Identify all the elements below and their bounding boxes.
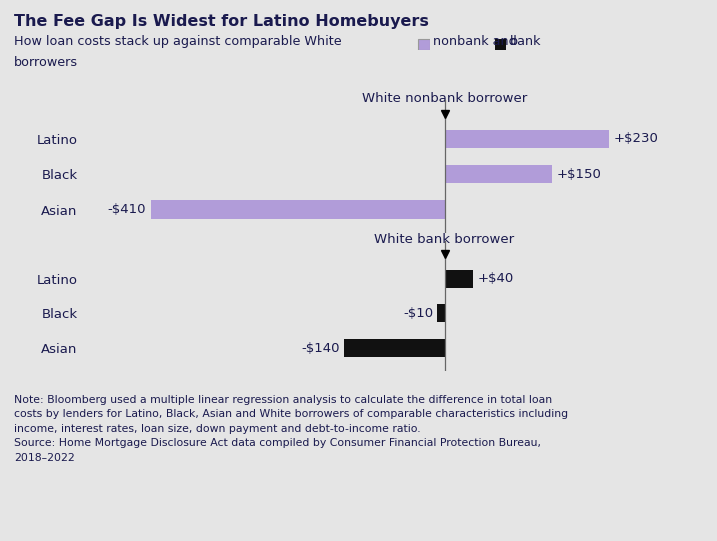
Bar xyxy=(445,270,473,288)
Text: How loan costs stack up against comparable White: How loan costs stack up against comparab… xyxy=(14,35,350,48)
Text: -$10: -$10 xyxy=(403,307,433,320)
Text: borrowers: borrowers xyxy=(14,56,78,69)
Text: White bank borrower: White bank borrower xyxy=(374,233,515,246)
Text: Note: Bloomberg used a multiple linear regression analysis to calculate the diff: Note: Bloomberg used a multiple linear r… xyxy=(14,395,569,463)
Text: +$40: +$40 xyxy=(478,272,514,285)
Bar xyxy=(445,165,552,183)
Bar xyxy=(151,201,445,219)
Text: The Fee Gap Is Widest for Latino Homebuyers: The Fee Gap Is Widest for Latino Homebuy… xyxy=(14,14,429,29)
Bar xyxy=(445,130,609,148)
Text: -$140: -$140 xyxy=(301,341,340,354)
Text: -$410: -$410 xyxy=(108,203,146,216)
Text: +$230: +$230 xyxy=(614,133,659,146)
Bar xyxy=(437,305,445,322)
Text: +$150: +$150 xyxy=(556,168,602,181)
Bar xyxy=(344,339,445,357)
Text: nonbank and: nonbank and xyxy=(433,35,517,48)
Text: bank: bank xyxy=(510,35,541,48)
Text: White nonbank borrower: White nonbank borrower xyxy=(362,93,527,105)
